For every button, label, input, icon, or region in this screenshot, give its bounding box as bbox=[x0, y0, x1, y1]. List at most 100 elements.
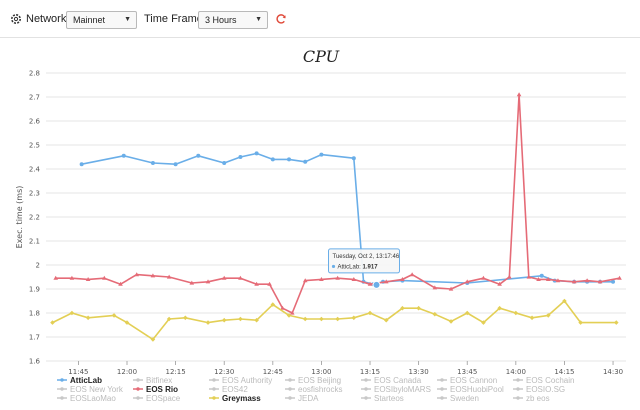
timeframe-select[interactable]: 3 Hours ▼ bbox=[198, 11, 268, 29]
data-point[interactable] bbox=[79, 162, 84, 167]
data-point[interactable] bbox=[497, 281, 502, 286]
data-point[interactable] bbox=[150, 337, 156, 342]
data-point[interactable] bbox=[205, 320, 211, 325]
legend-item-eos-new-york[interactable]: EOS New York bbox=[57, 385, 124, 394]
data-point[interactable] bbox=[124, 320, 130, 325]
data-point[interactable] bbox=[555, 278, 561, 283]
refresh-icon[interactable] bbox=[275, 13, 287, 25]
data-point[interactable] bbox=[238, 316, 243, 322]
data-point[interactable] bbox=[166, 274, 172, 279]
data-point[interactable] bbox=[85, 315, 91, 321]
legend-item-zb-eos[interactable]: zb eos bbox=[513, 394, 550, 403]
data-point[interactable] bbox=[539, 273, 544, 278]
data-point[interactable] bbox=[289, 310, 295, 315]
data-point[interactable] bbox=[319, 152, 324, 157]
data-point[interactable] bbox=[545, 313, 551, 318]
data-point[interactable] bbox=[102, 275, 107, 280]
legend-item-eos-rio[interactable]: EOS Rio bbox=[133, 385, 178, 394]
data-point[interactable] bbox=[351, 156, 356, 161]
data-point[interactable] bbox=[481, 320, 486, 325]
data-point[interactable] bbox=[280, 305, 285, 310]
data-point[interactable] bbox=[166, 316, 172, 322]
data-point[interactable] bbox=[50, 320, 55, 325]
data-point[interactable] bbox=[400, 277, 405, 281]
data-point[interactable] bbox=[383, 279, 389, 284]
data-point[interactable] bbox=[189, 280, 195, 285]
legend-item-eoshuobipool[interactable]: EOSHuobiPool bbox=[437, 385, 504, 394]
legend-item-eos42[interactable]: EOS42 bbox=[209, 385, 248, 394]
data-point[interactable] bbox=[432, 285, 438, 290]
legend-item-eosio-sg[interactable]: EOSIO.SG bbox=[513, 385, 565, 394]
data-point[interactable] bbox=[205, 279, 211, 284]
data-point[interactable] bbox=[196, 153, 201, 158]
data-point[interactable] bbox=[221, 275, 227, 280]
data-point[interactable] bbox=[448, 286, 454, 291]
data-point[interactable] bbox=[111, 313, 117, 318]
legend-item-bitfinex[interactable]: Bitfinex bbox=[133, 376, 172, 385]
data-point[interactable] bbox=[409, 272, 415, 277]
legend-item-eospace[interactable]: EOSpace bbox=[133, 394, 181, 403]
legend-item-eosibylomars[interactable]: EOSIbyloMARS bbox=[361, 385, 431, 394]
legend-item-eos-beijing[interactable]: EOS Beijing bbox=[285, 376, 341, 385]
data-point[interactable] bbox=[536, 277, 541, 281]
data-point[interactable] bbox=[134, 272, 140, 277]
data-point[interactable] bbox=[383, 317, 389, 323]
data-point[interactable] bbox=[319, 316, 324, 322]
data-point[interactable] bbox=[69, 310, 75, 316]
data-point[interactable] bbox=[238, 275, 243, 280]
data-point[interactable] bbox=[448, 319, 454, 324]
data-point[interactable] bbox=[150, 161, 155, 165]
data-point[interactable] bbox=[319, 277, 324, 281]
data-point[interactable] bbox=[254, 151, 259, 156]
data-point[interactable] bbox=[513, 310, 519, 316]
legend-item-atticlab[interactable]: AtticLab bbox=[57, 376, 102, 385]
legend-item-sweden[interactable]: Sweden bbox=[437, 394, 479, 403]
legend-item-eos-cochain[interactable]: EOS Cochain bbox=[513, 376, 574, 385]
data-point[interactable] bbox=[611, 279, 616, 284]
legend-item-jeda[interactable]: JEDA bbox=[285, 394, 319, 403]
data-point[interactable] bbox=[571, 279, 577, 284]
data-point[interactable] bbox=[578, 320, 583, 325]
legend-item-eosfishrocks[interactable]: eosfishrocks bbox=[285, 385, 342, 394]
legend-item-starteos[interactable]: Starteos bbox=[361, 394, 404, 403]
data-point[interactable] bbox=[270, 157, 275, 162]
data-point[interactable] bbox=[287, 157, 292, 162]
data-point[interactable] bbox=[222, 161, 227, 165]
hovered-point[interactable] bbox=[372, 280, 381, 289]
data-point[interactable] bbox=[335, 316, 340, 322]
data-point[interactable] bbox=[270, 302, 276, 307]
data-point[interactable] bbox=[254, 317, 259, 323]
data-point[interactable] bbox=[183, 315, 188, 321]
data-point[interactable] bbox=[584, 278, 590, 283]
data-point[interactable] bbox=[464, 310, 470, 316]
data-point[interactable] bbox=[150, 273, 156, 278]
data-point[interactable] bbox=[118, 281, 123, 286]
data-point[interactable] bbox=[529, 315, 535, 321]
data-point[interactable] bbox=[53, 275, 59, 280]
data-point[interactable] bbox=[69, 275, 75, 280]
data-point[interactable] bbox=[267, 281, 272, 286]
data-point[interactable] bbox=[367, 310, 373, 316]
data-point[interactable] bbox=[481, 275, 486, 280]
legend-item-eos-canada[interactable]: EOS Canada bbox=[361, 376, 422, 385]
legend-item-eoslaomao[interactable]: EOSLaoMao bbox=[57, 394, 116, 403]
legend-item-eos-authority[interactable]: EOS Authority bbox=[209, 376, 272, 385]
data-point[interactable] bbox=[464, 279, 470, 284]
data-point[interactable] bbox=[351, 315, 357, 321]
data-point[interactable] bbox=[562, 298, 567, 304]
data-point[interactable] bbox=[613, 320, 619, 325]
legend-item-greymass[interactable]: Greymass bbox=[209, 394, 261, 403]
data-point[interactable] bbox=[85, 277, 91, 281]
data-point[interactable] bbox=[432, 311, 438, 317]
data-point[interactable] bbox=[526, 274, 532, 279]
data-point[interactable] bbox=[302, 278, 308, 283]
data-point[interactable] bbox=[367, 281, 373, 286]
data-point[interactable] bbox=[254, 281, 259, 286]
data-point[interactable] bbox=[516, 92, 522, 97]
data-point[interactable] bbox=[497, 305, 502, 311]
data-point[interactable] bbox=[286, 313, 292, 318]
data-point[interactable] bbox=[238, 155, 243, 159]
data-point[interactable] bbox=[507, 274, 512, 279]
network-select[interactable]: Mainnet ▼ bbox=[66, 11, 137, 29]
data-point[interactable] bbox=[351, 277, 357, 281]
